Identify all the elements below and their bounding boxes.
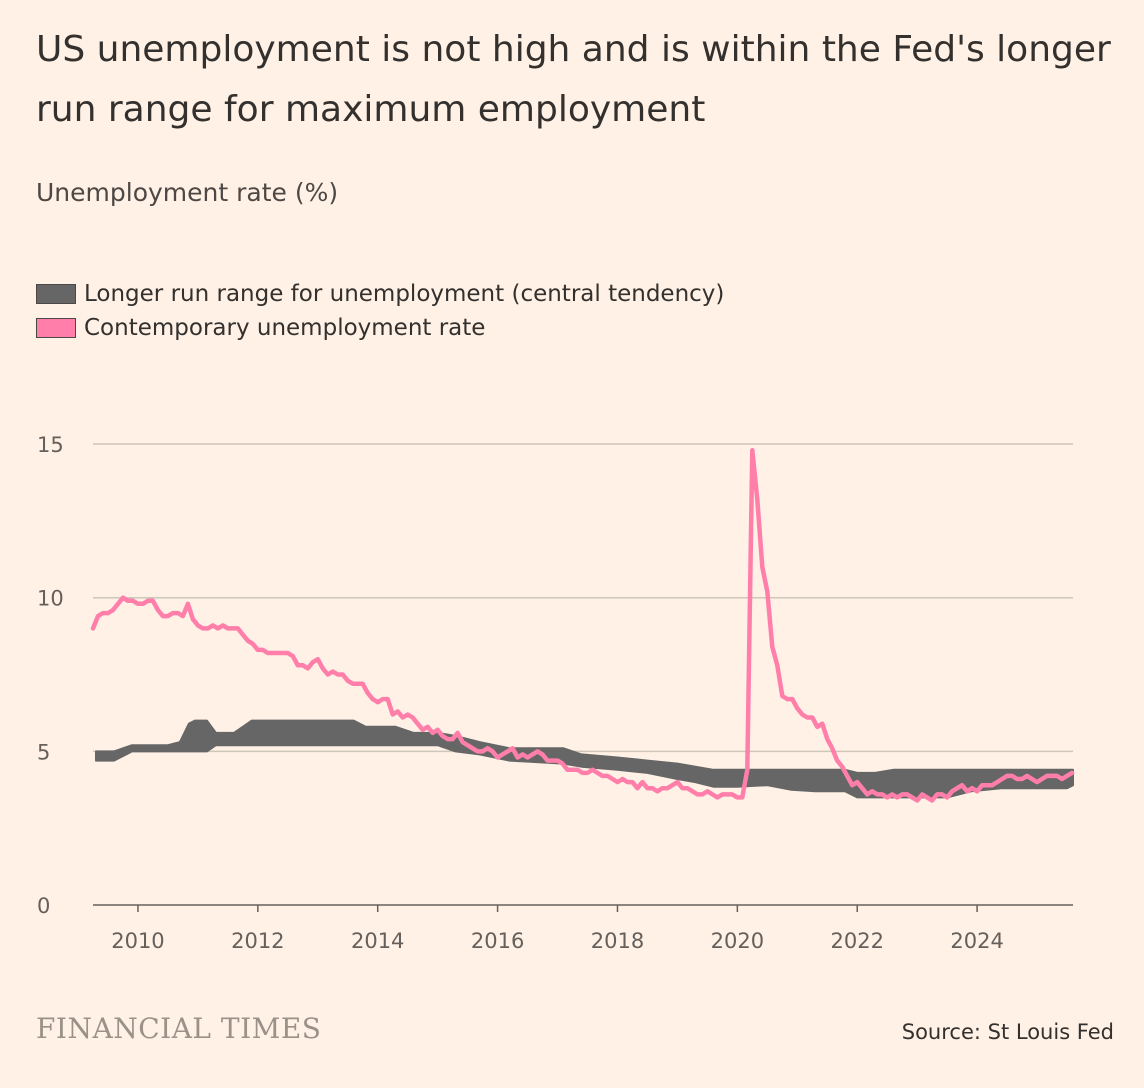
x-tick-label: 2020 [711, 929, 764, 953]
x-tick-label: 2010 [111, 929, 164, 953]
legend-label-rate: Contemporary unemployment rate [84, 315, 486, 341]
legend-swatch-range [36, 284, 76, 304]
legend-item-range: Longer run range for unemployment (centr… [36, 277, 724, 311]
x-tick-label: 2016 [471, 929, 524, 953]
legend: Longer run range for unemployment (centr… [36, 277, 724, 345]
series-longer-run-range-band [95, 719, 1074, 799]
ft-logo: FINANCIAL TIMES [36, 1012, 322, 1045]
x-tick-label: 2012 [231, 929, 284, 953]
x-tick-label: 2024 [950, 929, 1003, 953]
y-tick-label: 5 [37, 740, 50, 764]
x-tick-label: 2022 [830, 929, 883, 953]
y-tick-label: 10 [37, 587, 64, 611]
y-tick-label: 0 [37, 894, 50, 918]
legend-label-range: Longer run range for unemployment (centr… [84, 281, 725, 307]
x-tick-label: 2018 [591, 929, 644, 953]
series-unemployment-rate-line [90, 447, 1075, 803]
chart-title: US unemployment is not high and is withi… [36, 29, 1111, 130]
source-note: Source: St Louis Fed [901, 1020, 1114, 1044]
y-tick-label: 15 [37, 433, 64, 457]
legend-item-rate: Contemporary unemployment rate [36, 311, 724, 345]
chart-subtitle: Unemployment rate (%) [36, 178, 339, 207]
x-tick-label: 2014 [351, 929, 404, 953]
legend-swatch-rate [36, 318, 76, 338]
